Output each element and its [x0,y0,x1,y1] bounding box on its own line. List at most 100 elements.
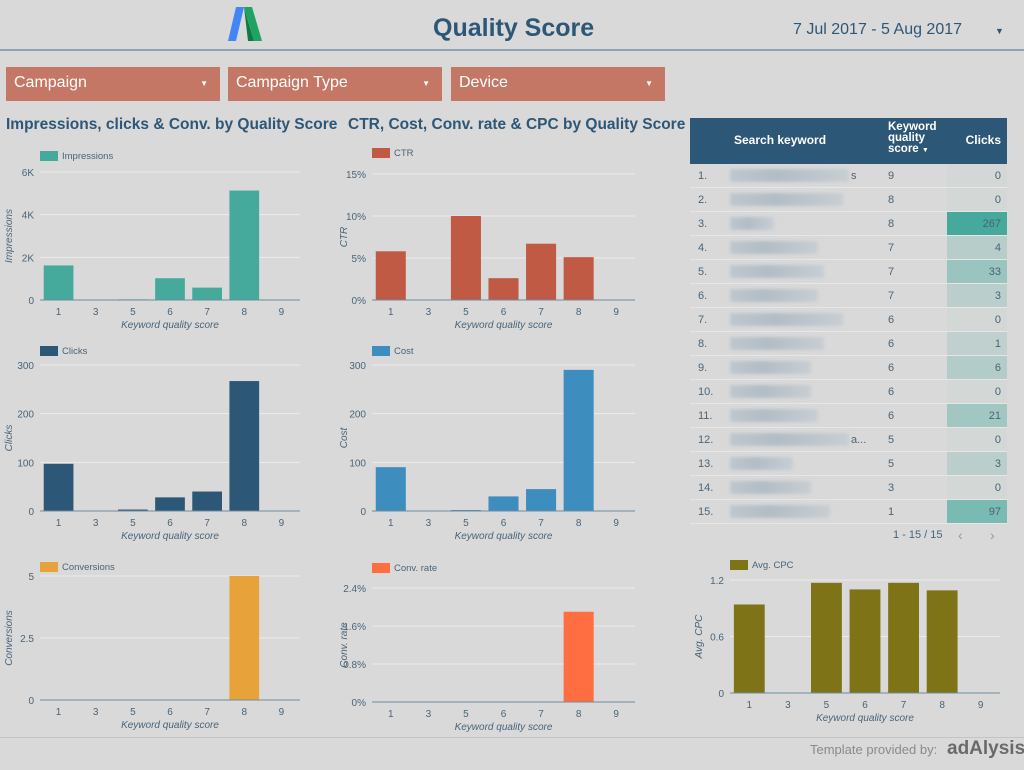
pagination-label: 1 - 15 / 15 [893,529,943,541]
device-filter[interactable]: Device ▼ [451,67,665,101]
x-tick-label: 3 [93,307,99,318]
legend-swatch [372,563,390,573]
clicks-cell: 0 [947,476,1007,499]
y-tick-label: 0 [28,507,34,518]
table-row[interactable]: 7. 6 0 [690,308,1007,332]
conv-rate-chart: Conv. rate 0% 0.8% 1.6% 2.4% 1 3 5 6 7 8 9 Keyword q… [339,563,635,733]
caret-down-icon: ▼ [200,79,208,88]
header-quality-score[interactable]: Keyword quality score ▼ [888,121,937,156]
table-row[interactable]: 5. 7 33 [690,260,1007,284]
x-axis-label: Keyword quality score [455,320,553,331]
header-search-keyword[interactable]: Search keyword [734,133,827,147]
bar [118,509,148,511]
y-tick-label: 2.4% [343,584,366,595]
table-row[interactable]: 13. 5 3 [690,452,1007,476]
bar [563,611,594,702]
bar [229,381,260,511]
row-number: 1. [698,170,708,182]
keyword-blurred [730,193,843,206]
campaign-type-filter[interactable]: Campaign Type ▼ [228,67,442,101]
x-tick-label: 8 [242,518,248,529]
keyword-blurred [730,169,849,182]
caret-down-icon[interactable]: ▼ [995,26,1004,36]
x-axis-label: Keyword quality score [121,720,219,731]
footer-text: Template provided by: [810,742,938,757]
x-tick-label: 5 [463,518,469,529]
bar [43,265,74,300]
clicks-cell: 6 [947,356,1007,379]
x-tick-label: 9 [279,307,285,318]
table-row[interactable]: 9. 6 6 [690,356,1007,380]
chevron-right-icon[interactable]: › [990,527,995,543]
keyword-blurred [730,457,793,470]
x-tick-label: 3 [93,707,99,718]
quality-score-cell: 9 [888,170,895,182]
quality-score-cell: 5 [888,434,895,446]
x-tick-label: 1 [388,518,394,529]
x-tick-label: 6 [501,307,507,318]
table-row[interactable]: 11. 6 21 [690,404,1007,428]
clicks-cell: 3 [947,284,1007,307]
quality-score-cell: 8 [888,194,895,206]
legend-label: Clicks [62,346,88,357]
x-tick-label: 6 [167,707,173,718]
table-row[interactable]: 10. 6 0 [690,380,1007,404]
row-number: 14. [698,482,714,494]
x-tick-label: 8 [242,307,248,318]
bar [450,216,481,300]
conversions-chart: Conversions 0 2.5 5 1 3 5 6 7 8 9 Keyword quality s… [4,562,300,731]
row-number: 8. [698,338,708,350]
table-row[interactable]: 12. a... 5 0 [690,428,1007,452]
x-tick-label: 9 [279,518,285,529]
x-tick-label: 7 [538,307,544,318]
bar [155,497,185,511]
row-number: 7. [698,314,708,326]
keyword-blurred [730,481,811,494]
table-row[interactable]: 2. 8 0 [690,188,1007,212]
x-tick-label: 9 [613,709,619,720]
chevron-left-icon[interactable]: ‹ [958,527,963,543]
x-tick-label: 1 [388,709,394,720]
table-row[interactable]: 14. 3 0 [690,476,1007,500]
x-tick-label: 3 [785,700,791,711]
y-axis-label: Conversions [4,610,15,666]
y-tick-label: 6K [22,168,35,179]
table-row[interactable]: 4. 7 4 [690,236,1007,260]
x-tick-label: 7 [901,700,907,711]
header-line: quality [888,132,926,144]
campaign-filter[interactable]: Campaign ▼ [6,67,220,101]
bar [563,257,594,300]
legend-label: CTR [394,148,414,159]
header-line: score [888,143,919,155]
table-row[interactable]: 15. 1 97 [690,500,1007,524]
header-clicks[interactable]: Clicks [965,133,1001,147]
row-number: 5. [698,266,708,278]
x-tick-label: 5 [463,307,469,318]
y-tick-label: 5% [352,254,367,265]
keyword-blurred [730,385,811,398]
y-tick-label: 0 [28,296,34,307]
x-axis-label: Keyword quality score [121,531,219,542]
x-tick-label: 7 [204,707,210,718]
x-tick-label: 6 [501,709,507,720]
table-row[interactable]: 6. 7 3 [690,284,1007,308]
y-tick-label: 2.5 [20,634,34,645]
table-row[interactable]: 1. s 9 0 [690,164,1007,188]
x-tick-label: 7 [538,518,544,529]
date-range-picker[interactable]: 7 Jul 2017 - 5 Aug 2017 [793,21,963,38]
bar [488,496,519,511]
x-tick-label: 3 [426,518,432,529]
bar [155,278,185,300]
clicks-cell: 1 [947,332,1007,355]
table-row[interactable]: 3. 8 267 [690,212,1007,236]
quality-score-cell: 6 [888,314,895,326]
row-number: 6. [698,290,708,302]
table-row[interactable]: 8. 6 1 [690,332,1007,356]
x-tick-label: 6 [862,700,868,711]
keyword-tail: s [851,170,857,182]
clicks-cell: 0 [947,164,1007,187]
bar [229,190,260,300]
clicks-cell: 21 [947,404,1007,427]
x-tick-label: 6 [167,518,173,529]
y-tick-label: 0% [352,296,367,307]
